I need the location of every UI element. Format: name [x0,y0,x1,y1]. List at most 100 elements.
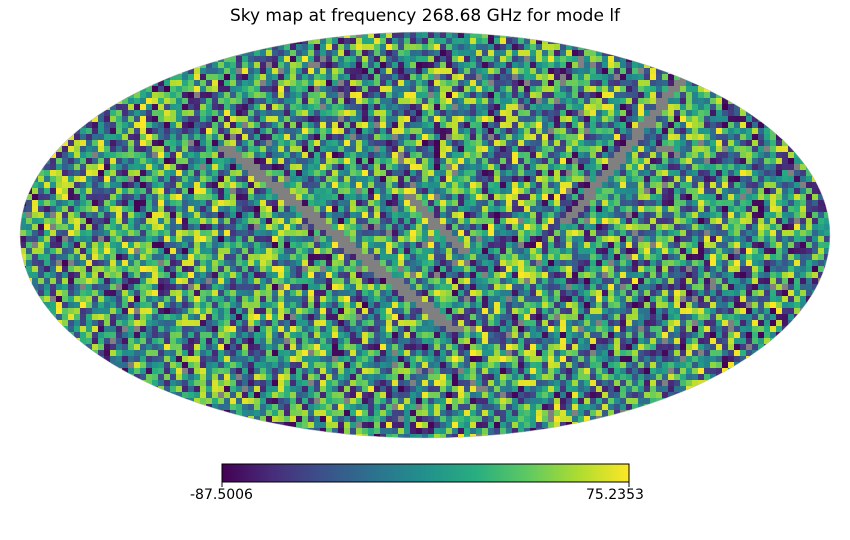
map-pixel [170,134,177,141]
map-pixel [812,188,819,195]
map-pixel [452,206,459,213]
map-pixel [236,266,243,273]
map-pixel [572,122,579,129]
map-pixel [542,44,549,51]
map-pixel [218,62,225,69]
map-pixel [824,218,830,225]
map-pixel [356,122,363,129]
map-pixel [182,224,189,231]
map-pixel [80,170,87,177]
map-pixel [800,194,807,201]
map-pixel [554,194,561,201]
map-pixel [194,164,201,171]
map-pixel [764,278,771,285]
map-pixel [224,68,231,75]
map-pixel [440,278,447,285]
map-pixel [266,182,273,189]
map-pixel [356,194,363,201]
map-pixel [722,146,729,153]
map-pixel [350,104,357,111]
map-pixel [314,290,321,297]
map-pixel [386,104,393,111]
map-pixel [686,74,693,81]
map-pixel [140,188,147,195]
map-pixel [608,224,615,231]
map-pixel [542,260,549,267]
map-pixel [776,218,783,225]
map-pixel [224,104,231,111]
map-pixel [398,134,405,141]
map-pixel [80,212,87,219]
map-pixel [134,122,141,129]
map-pixel [170,206,177,213]
map-pixel [230,164,237,171]
map-pixel [566,122,573,129]
map-pixel [20,236,27,243]
map-pixel [614,170,621,177]
map-pixel [188,248,195,255]
map-pixel [614,116,621,123]
map-pixel [422,206,429,213]
map-pixel [314,62,321,69]
map-pixel [590,266,597,273]
map-pixel [278,152,285,159]
map-pixel [86,188,93,195]
map-pixel [452,86,459,93]
map-pixel [740,278,747,285]
map-pixel [86,122,93,129]
map-pixel [440,128,447,135]
map-pixel [536,248,543,255]
map-pixel [668,236,675,243]
map-pixel [482,278,489,285]
map-pixel [512,104,519,111]
map-pixel [602,110,609,117]
map-pixel [140,278,147,285]
map-pixel [206,272,213,279]
map-pixel [272,92,279,99]
map-pixel [368,92,375,99]
map-pixel [26,218,33,225]
map-pixel [110,206,117,213]
map-pixel [632,212,639,219]
map-pixel [380,206,387,213]
map-pixel [236,110,243,117]
map-pixel [260,194,267,201]
map-pixel [122,260,129,267]
map-pixel [764,158,771,165]
map-pixel [404,146,411,153]
map-pixel [344,212,351,219]
map-pixel [404,134,411,141]
map-pixel [128,134,135,141]
map-pixel [356,224,363,231]
map-pixel [470,224,477,231]
map-pixel [374,236,381,243]
map-pixel [326,140,333,147]
map-pixel [302,50,309,57]
map-pixel [446,68,453,75]
map-pixel [134,260,141,267]
map-pixel [248,260,255,267]
map-pixel [692,278,699,285]
map-pixel [290,176,297,183]
map-pixel [458,176,465,183]
map-pixel [704,110,711,117]
map-pixel [242,98,249,105]
map-pixel [170,122,177,129]
map-pixel [782,236,789,243]
map-pixel [494,62,501,69]
map-pixel [350,74,357,81]
map-pixel [632,194,639,201]
map-pixel [536,56,543,63]
map-pixel [392,146,399,153]
map-pixel [302,206,309,213]
map-pixel [374,152,381,159]
map-pixel [80,260,87,267]
map-pixel [374,122,381,129]
map-pixel [434,200,441,207]
map-pixel [272,176,279,183]
map-pixel [752,200,759,207]
map-pixel [770,158,777,165]
map-pixel [416,50,423,57]
map-pixel [356,266,363,273]
map-pixel [212,236,219,243]
